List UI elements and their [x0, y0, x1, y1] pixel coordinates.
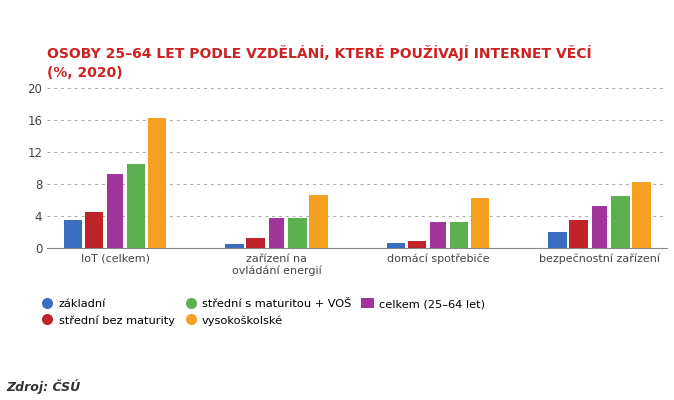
Bar: [548, 232, 567, 248]
Bar: [85, 212, 103, 248]
Bar: [127, 164, 145, 248]
Bar: [288, 218, 307, 248]
Legend: základní, střední bez maturity, střední s maturitou + VOŠ, vysokoškolské, celkem: základní, střední bez maturity, střední …: [40, 298, 485, 326]
Bar: [430, 222, 446, 248]
Bar: [246, 238, 265, 248]
Bar: [632, 182, 650, 248]
Bar: [269, 218, 284, 248]
Bar: [64, 220, 82, 248]
Text: OSOBY 25–64 LET PODLE VZDĚLÁNÍ, KTERÉ POUŽÍVAJÍ INTERNET VĚCÍ
(%, 2020): OSOBY 25–64 LET PODLE VZDĚLÁNÍ, KTERÉ PO…: [47, 46, 592, 80]
Bar: [592, 206, 607, 248]
Bar: [611, 196, 630, 248]
Bar: [225, 244, 244, 248]
Text: Zdroj: ČSÚ: Zdroj: ČSÚ: [7, 379, 81, 394]
Bar: [450, 222, 468, 248]
Bar: [387, 243, 405, 248]
Bar: [408, 241, 426, 248]
Bar: [570, 220, 588, 248]
Bar: [148, 118, 166, 248]
Bar: [309, 195, 328, 248]
Bar: [107, 174, 123, 248]
Bar: [470, 198, 489, 248]
